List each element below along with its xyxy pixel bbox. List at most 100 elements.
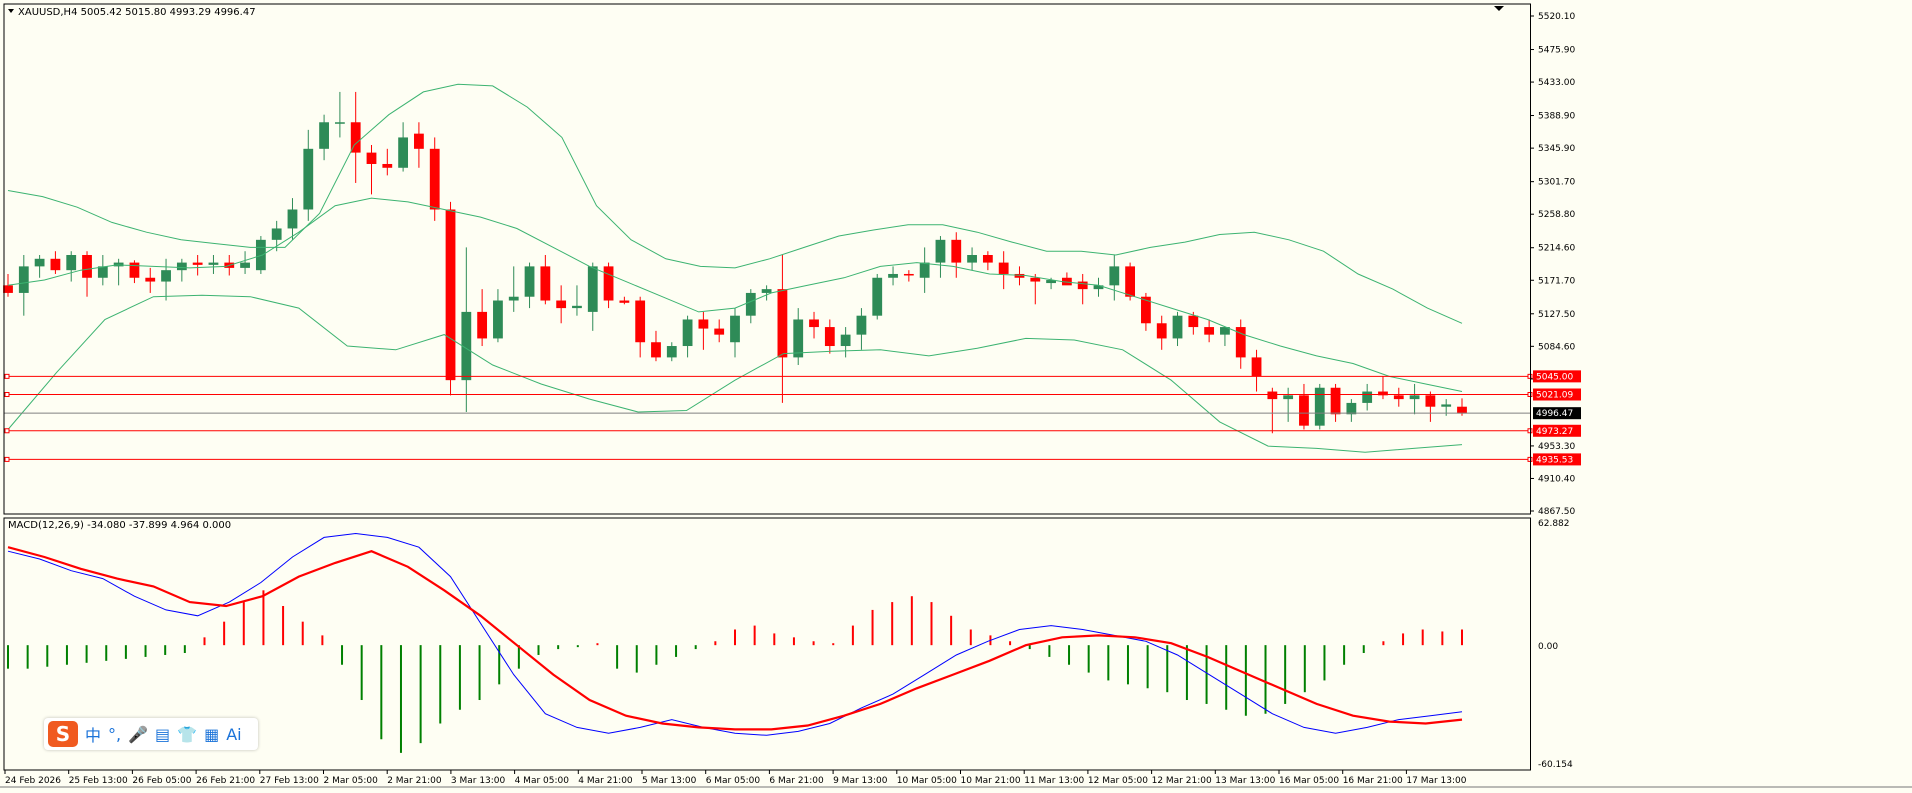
- candle[interactable]: [1125, 262, 1136, 301]
- candle[interactable]: [1172, 311, 1183, 347]
- candle[interactable]: [1409, 383, 1420, 415]
- candle[interactable]: [872, 273, 883, 320]
- candle[interactable]: [129, 260, 140, 284]
- candle[interactable]: [334, 91, 345, 138]
- ime-chinese-mode[interactable]: 中: [85, 726, 102, 745]
- candle[interactable]: [508, 266, 519, 312]
- candle[interactable]: [556, 285, 567, 324]
- candle[interactable]: [350, 91, 361, 183]
- candle[interactable]: [319, 114, 329, 161]
- candle[interactable]: [982, 251, 993, 271]
- level-handle[interactable]: [4, 373, 10, 379]
- ime-keyboard-icon[interactable]: ▤: [155, 724, 171, 744]
- ime-toolbar[interactable]: S 中 °, 🎤 ▤ 👕 ▦ Ai: [44, 718, 258, 750]
- candle[interactable]: [445, 201, 456, 396]
- candle[interactable]: [682, 315, 693, 358]
- candle[interactable]: [1251, 349, 1262, 392]
- candle[interactable]: [587, 262, 598, 331]
- ime-toolbox-icon[interactable]: ▦: [204, 724, 220, 744]
- candle[interactable]: [176, 258, 187, 282]
- candle[interactable]: [1378, 376, 1388, 400]
- candle[interactable]: [303, 129, 314, 221]
- candle[interactable]: [1204, 319, 1215, 343]
- ime-ai-icon[interactable]: Ai: [226, 724, 242, 744]
- candle[interactable]: [998, 251, 1009, 290]
- level-handle[interactable]: [4, 428, 10, 434]
- candle[interactable]: [524, 262, 535, 309]
- candle[interactable]: [666, 342, 677, 362]
- candle[interactable]: [951, 232, 962, 278]
- candle[interactable]: [1156, 315, 1167, 350]
- level-handle[interactable]: [4, 456, 10, 462]
- candle[interactable]: [619, 296, 630, 305]
- candle[interactable]: [3, 273, 13, 297]
- candle[interactable]: [1283, 387, 1294, 422]
- candle[interactable]: [903, 270, 914, 282]
- candle[interactable]: [1077, 273, 1088, 305]
- candle[interactable]: [651, 330, 661, 362]
- candle[interactable]: [1188, 311, 1199, 335]
- candle[interactable]: [919, 247, 930, 293]
- ime-skin-icon[interactable]: 👕: [177, 724, 198, 744]
- candle[interactable]: [192, 255, 203, 276]
- candle[interactable]: [840, 327, 851, 358]
- candle[interactable]: [1299, 383, 1309, 430]
- candle[interactable]: [240, 251, 250, 274]
- ime-punctuation-icon[interactable]: °,: [108, 724, 122, 744]
- candle[interactable]: [461, 247, 472, 413]
- candle[interactable]: [824, 319, 835, 354]
- candle[interactable]: [50, 251, 61, 274]
- candle[interactable]: [82, 251, 92, 297]
- candle[interactable]: [1109, 255, 1120, 301]
- candle[interactable]: [366, 145, 377, 195]
- candle[interactable]: [1014, 266, 1025, 286]
- candle[interactable]: [603, 262, 614, 309]
- macd-pane[interactable]: [7, 532, 1463, 753]
- candle[interactable]: [635, 296, 646, 358]
- price-pane[interactable]: [3, 83, 1533, 462]
- candle[interactable]: [477, 289, 488, 347]
- candle[interactable]: [382, 148, 393, 176]
- candle[interactable]: [1220, 327, 1230, 347]
- candle[interactable]: [888, 266, 898, 286]
- candle[interactable]: [287, 198, 298, 240]
- candle[interactable]: [809, 311, 819, 339]
- candle[interactable]: [761, 285, 772, 301]
- candle[interactable]: [1346, 399, 1357, 422]
- candle[interactable]: [572, 285, 582, 316]
- candle[interactable]: [66, 251, 77, 282]
- candle[interactable]: [398, 122, 409, 172]
- candle[interactable]: [1141, 292, 1151, 331]
- ime-voice-icon[interactable]: 🎤: [128, 724, 149, 744]
- candle[interactable]: [1393, 387, 1404, 407]
- collapse-triangle-icon[interactable]: [8, 9, 14, 13]
- candle[interactable]: [967, 247, 977, 271]
- candle[interactable]: [208, 255, 219, 274]
- candle[interactable]: [429, 137, 440, 221]
- candle[interactable]: [856, 308, 867, 350]
- shift-marker-icon[interactable]: [1494, 6, 1504, 11]
- candle[interactable]: [34, 255, 45, 278]
- candle[interactable]: [1267, 387, 1278, 434]
- candle[interactable]: [1330, 383, 1341, 422]
- candle[interactable]: [777, 255, 788, 403]
- candle[interactable]: [1061, 272, 1072, 286]
- candle[interactable]: [1235, 319, 1246, 369]
- candle[interactable]: [1030, 273, 1041, 305]
- candle[interactable]: [730, 308, 740, 358]
- candle[interactable]: [1093, 277, 1104, 297]
- candle[interactable]: [745, 289, 756, 324]
- candle[interactable]: [145, 267, 156, 293]
- candle[interactable]: [935, 236, 946, 278]
- level-handle[interactable]: [4, 392, 10, 398]
- candle[interactable]: [1425, 391, 1436, 422]
- candle[interactable]: [493, 289, 503, 343]
- candle[interactable]: [698, 311, 709, 350]
- candle[interactable]: [1314, 383, 1325, 430]
- candle[interactable]: [97, 255, 108, 286]
- candle[interactable]: [18, 255, 29, 316]
- candle[interactable]: [714, 319, 725, 343]
- sogou-logo-icon[interactable]: S: [48, 721, 78, 747]
- candle[interactable]: [1362, 383, 1373, 411]
